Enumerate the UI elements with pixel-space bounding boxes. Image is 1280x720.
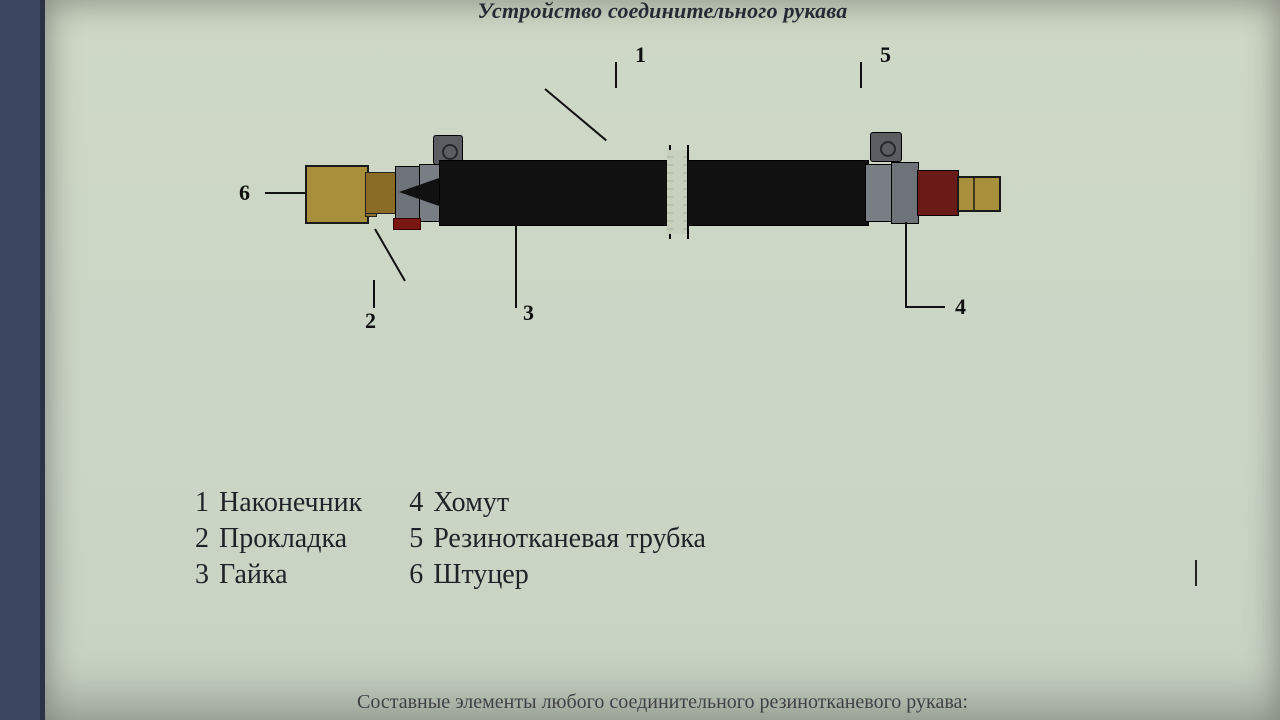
legend-item-3: 3Гайка xyxy=(195,557,362,593)
part-clamp-right xyxy=(870,132,902,162)
callout-3: 3 xyxy=(523,300,534,326)
callout-4: 4 xyxy=(955,294,966,320)
leader-5 xyxy=(860,62,862,88)
callout-5: 5 xyxy=(880,42,891,68)
leader-4v xyxy=(905,222,907,306)
text-cursor-icon xyxy=(1195,560,1197,586)
hose-diagram: 1 5 6 2 3 4 xyxy=(305,90,1075,350)
screen-frame: Устройство соединительного рукава 1 xyxy=(0,0,1280,720)
legend-item-5: 5Резинотканевая трубка xyxy=(409,521,706,557)
leader-2v xyxy=(373,280,375,308)
slide-footer: Составные элементы любого соединительног… xyxy=(45,691,1280,714)
legend-label: Гайка xyxy=(219,559,288,590)
legend-num: 6 xyxy=(409,557,433,593)
part-fitting-nut-left xyxy=(305,165,369,224)
legend-label: Наконечник xyxy=(219,487,362,518)
legend-num: 4 xyxy=(409,485,433,521)
legend-num: 3 xyxy=(195,557,219,593)
part-hose-right xyxy=(687,160,869,226)
callout-1: 1 xyxy=(635,42,646,68)
leader-2d xyxy=(374,229,406,282)
part-hose-left xyxy=(439,160,671,226)
part-fitting-inner xyxy=(365,172,397,214)
legend-item-6: 6Штуцер xyxy=(409,557,706,593)
leader-6 xyxy=(265,192,305,194)
legend-label: Прокладка xyxy=(219,523,347,554)
section-break xyxy=(669,150,687,234)
legend-col-2: 4Хомут 5Резинотканевая трубка 6Штуцер xyxy=(409,485,706,593)
legend-item-4: 4Хомут xyxy=(409,485,706,521)
legend-item-2: 2Прокладка xyxy=(195,521,362,557)
legend-num: 5 xyxy=(409,521,433,557)
legend-col-1: 1Наконечник 2Прокладка 3Гайка xyxy=(195,485,362,593)
legend-num: 2 xyxy=(195,521,219,557)
slide-title: Устройство соединительного рукава xyxy=(45,0,1280,24)
leader-1 xyxy=(615,62,617,88)
part-collar-red xyxy=(917,170,959,216)
part-gasket xyxy=(393,218,421,230)
legend-label: Штуцер xyxy=(433,559,529,590)
legend-label: Хомут xyxy=(433,487,509,518)
legend: 1Наконечник 2Прокладка 3Гайка 4Хомут 5Ре… xyxy=(195,485,746,593)
callout-2: 2 xyxy=(365,308,376,334)
leader-4h xyxy=(905,306,945,308)
leader-1d xyxy=(544,88,607,141)
slide: Устройство соединительного рукава 1 xyxy=(45,0,1280,720)
part-hose-taper xyxy=(399,178,439,206)
callout-6: 6 xyxy=(239,180,250,206)
leader-3 xyxy=(515,224,517,308)
part-brass-end-right xyxy=(957,176,1001,212)
legend-item-1: 1Наконечник xyxy=(195,485,362,521)
part-band-right-1 xyxy=(865,164,893,222)
part-band-right-2 xyxy=(891,162,919,224)
legend-label: Резинотканевая трубка xyxy=(433,523,706,554)
legend-num: 1 xyxy=(195,485,219,521)
